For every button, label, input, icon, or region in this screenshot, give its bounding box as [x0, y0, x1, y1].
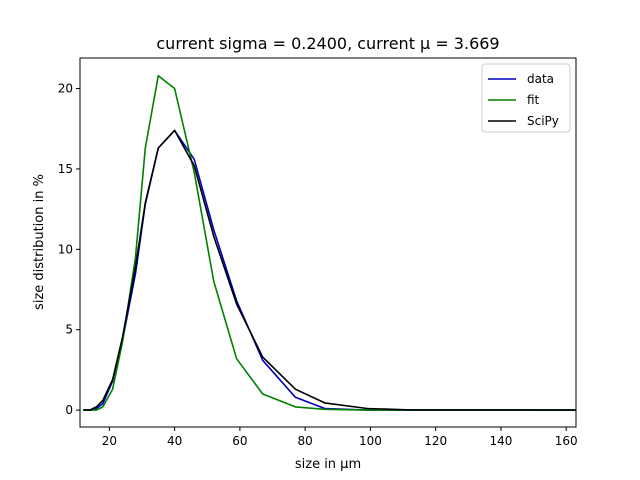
y-axis-label: size distribution in % [32, 174, 47, 310]
series-line-scipy [83, 129, 576, 411]
x-tick-label: 100 [359, 434, 382, 448]
y-tick-label: 15 [58, 162, 73, 176]
x-tick-label: 160 [555, 434, 578, 448]
y-tick-label: 10 [58, 242, 73, 256]
plot-frame [79, 57, 577, 428]
x-tick-label: 80 [298, 434, 313, 448]
chart-title: current sigma = 0.2400, current μ = 3.66… [156, 34, 499, 53]
ticks-layer: 20 40 60 80 100 120 140 160 0 5 10 15 20 [58, 82, 578, 448]
legend-label-data: data [527, 72, 554, 86]
legend-label-scipy: SciPy [527, 114, 559, 128]
legend-label-fit: fit [527, 93, 540, 107]
x-tick-label: 20 [102, 434, 117, 448]
series-line-fit [83, 74, 576, 411]
series-layer [83, 74, 576, 411]
x-axis-label: size in µm [295, 457, 361, 472]
y-tick-label: 5 [65, 323, 73, 337]
x-tick-label: 120 [424, 434, 447, 448]
x-tick-label: 60 [232, 434, 247, 448]
legend-box [481, 63, 571, 133]
x-tick-label: 140 [489, 434, 512, 448]
y-tick-label: 0 [65, 403, 73, 417]
legend: data fit SciPy [481, 63, 571, 133]
y-tick-label: 20 [58, 82, 73, 96]
x-tick-label: 40 [167, 434, 182, 448]
